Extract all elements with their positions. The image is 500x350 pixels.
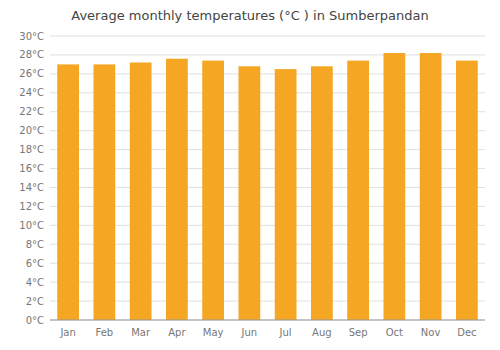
x-tick-label: Sep bbox=[349, 327, 368, 338]
bar bbox=[456, 61, 478, 320]
grid-line bbox=[50, 320, 485, 321]
bars bbox=[57, 53, 478, 320]
bar bbox=[166, 59, 188, 320]
y-tick-label: 8°C bbox=[26, 239, 44, 250]
bar bbox=[202, 61, 224, 320]
y-tick-label: 24°C bbox=[19, 87, 44, 98]
y-tick-label: 26°C bbox=[19, 68, 44, 79]
bar bbox=[239, 66, 261, 320]
x-axis-line bbox=[50, 320, 485, 321]
grid bbox=[50, 36, 485, 320]
x-tick-label: Aug bbox=[312, 327, 332, 338]
x-axis: Jan Feb Mar Apr May Jun Jul Aug Sep Oct Nov Dec bbox=[50, 320, 485, 338]
x-tick-label: Jul bbox=[279, 327, 292, 338]
x-tick-label: Jun bbox=[241, 327, 258, 338]
bar bbox=[94, 64, 116, 320]
bar bbox=[347, 61, 369, 320]
y-tick-label: 16°C bbox=[19, 163, 44, 174]
y-tick-label: 28°C bbox=[19, 49, 44, 60]
y-tick-label: 4°C bbox=[26, 277, 44, 288]
x-tick-label: May bbox=[203, 327, 224, 338]
bar bbox=[420, 53, 442, 320]
bar bbox=[311, 66, 333, 320]
grid-line bbox=[50, 36, 485, 37]
bar bbox=[57, 64, 79, 320]
bar bbox=[275, 69, 297, 320]
x-tick-label: Dec bbox=[457, 327, 476, 338]
y-tick-label: 14°C bbox=[19, 182, 44, 193]
bar bbox=[384, 53, 406, 320]
y-tick-label: 30°C bbox=[19, 31, 44, 42]
x-tick-label: Mar bbox=[131, 327, 151, 338]
x-tick-label: Jan bbox=[59, 327, 75, 338]
y-tick-label: 10°C bbox=[19, 220, 44, 231]
x-tick-label: Apr bbox=[168, 327, 186, 338]
y-tick-label: 2°C bbox=[26, 296, 44, 307]
y-tick-label: 6°C bbox=[26, 258, 44, 269]
x-tick-label: Oct bbox=[386, 327, 403, 338]
bar bbox=[130, 63, 152, 320]
x-tick-label: Feb bbox=[96, 327, 114, 338]
chart: Average monthly temperatures (°C ) in Su… bbox=[0, 0, 500, 350]
y-tick-label: 0°C bbox=[26, 315, 44, 326]
title: Average monthly temperatures (°C ) in Su… bbox=[71, 8, 428, 23]
y-tick-label: 22°C bbox=[19, 106, 44, 117]
y-axis: 0°C 2°C 4°C 6°C 8°C 10°C 12°C 14°C 16°C 18°C 20°C 2… bbox=[19, 31, 44, 326]
y-tick-label: 20°C bbox=[19, 125, 44, 136]
y-tick-label: 12°C bbox=[19, 201, 44, 212]
x-tick-label: Nov bbox=[421, 327, 441, 338]
y-tick-label: 18°C bbox=[19, 144, 44, 155]
